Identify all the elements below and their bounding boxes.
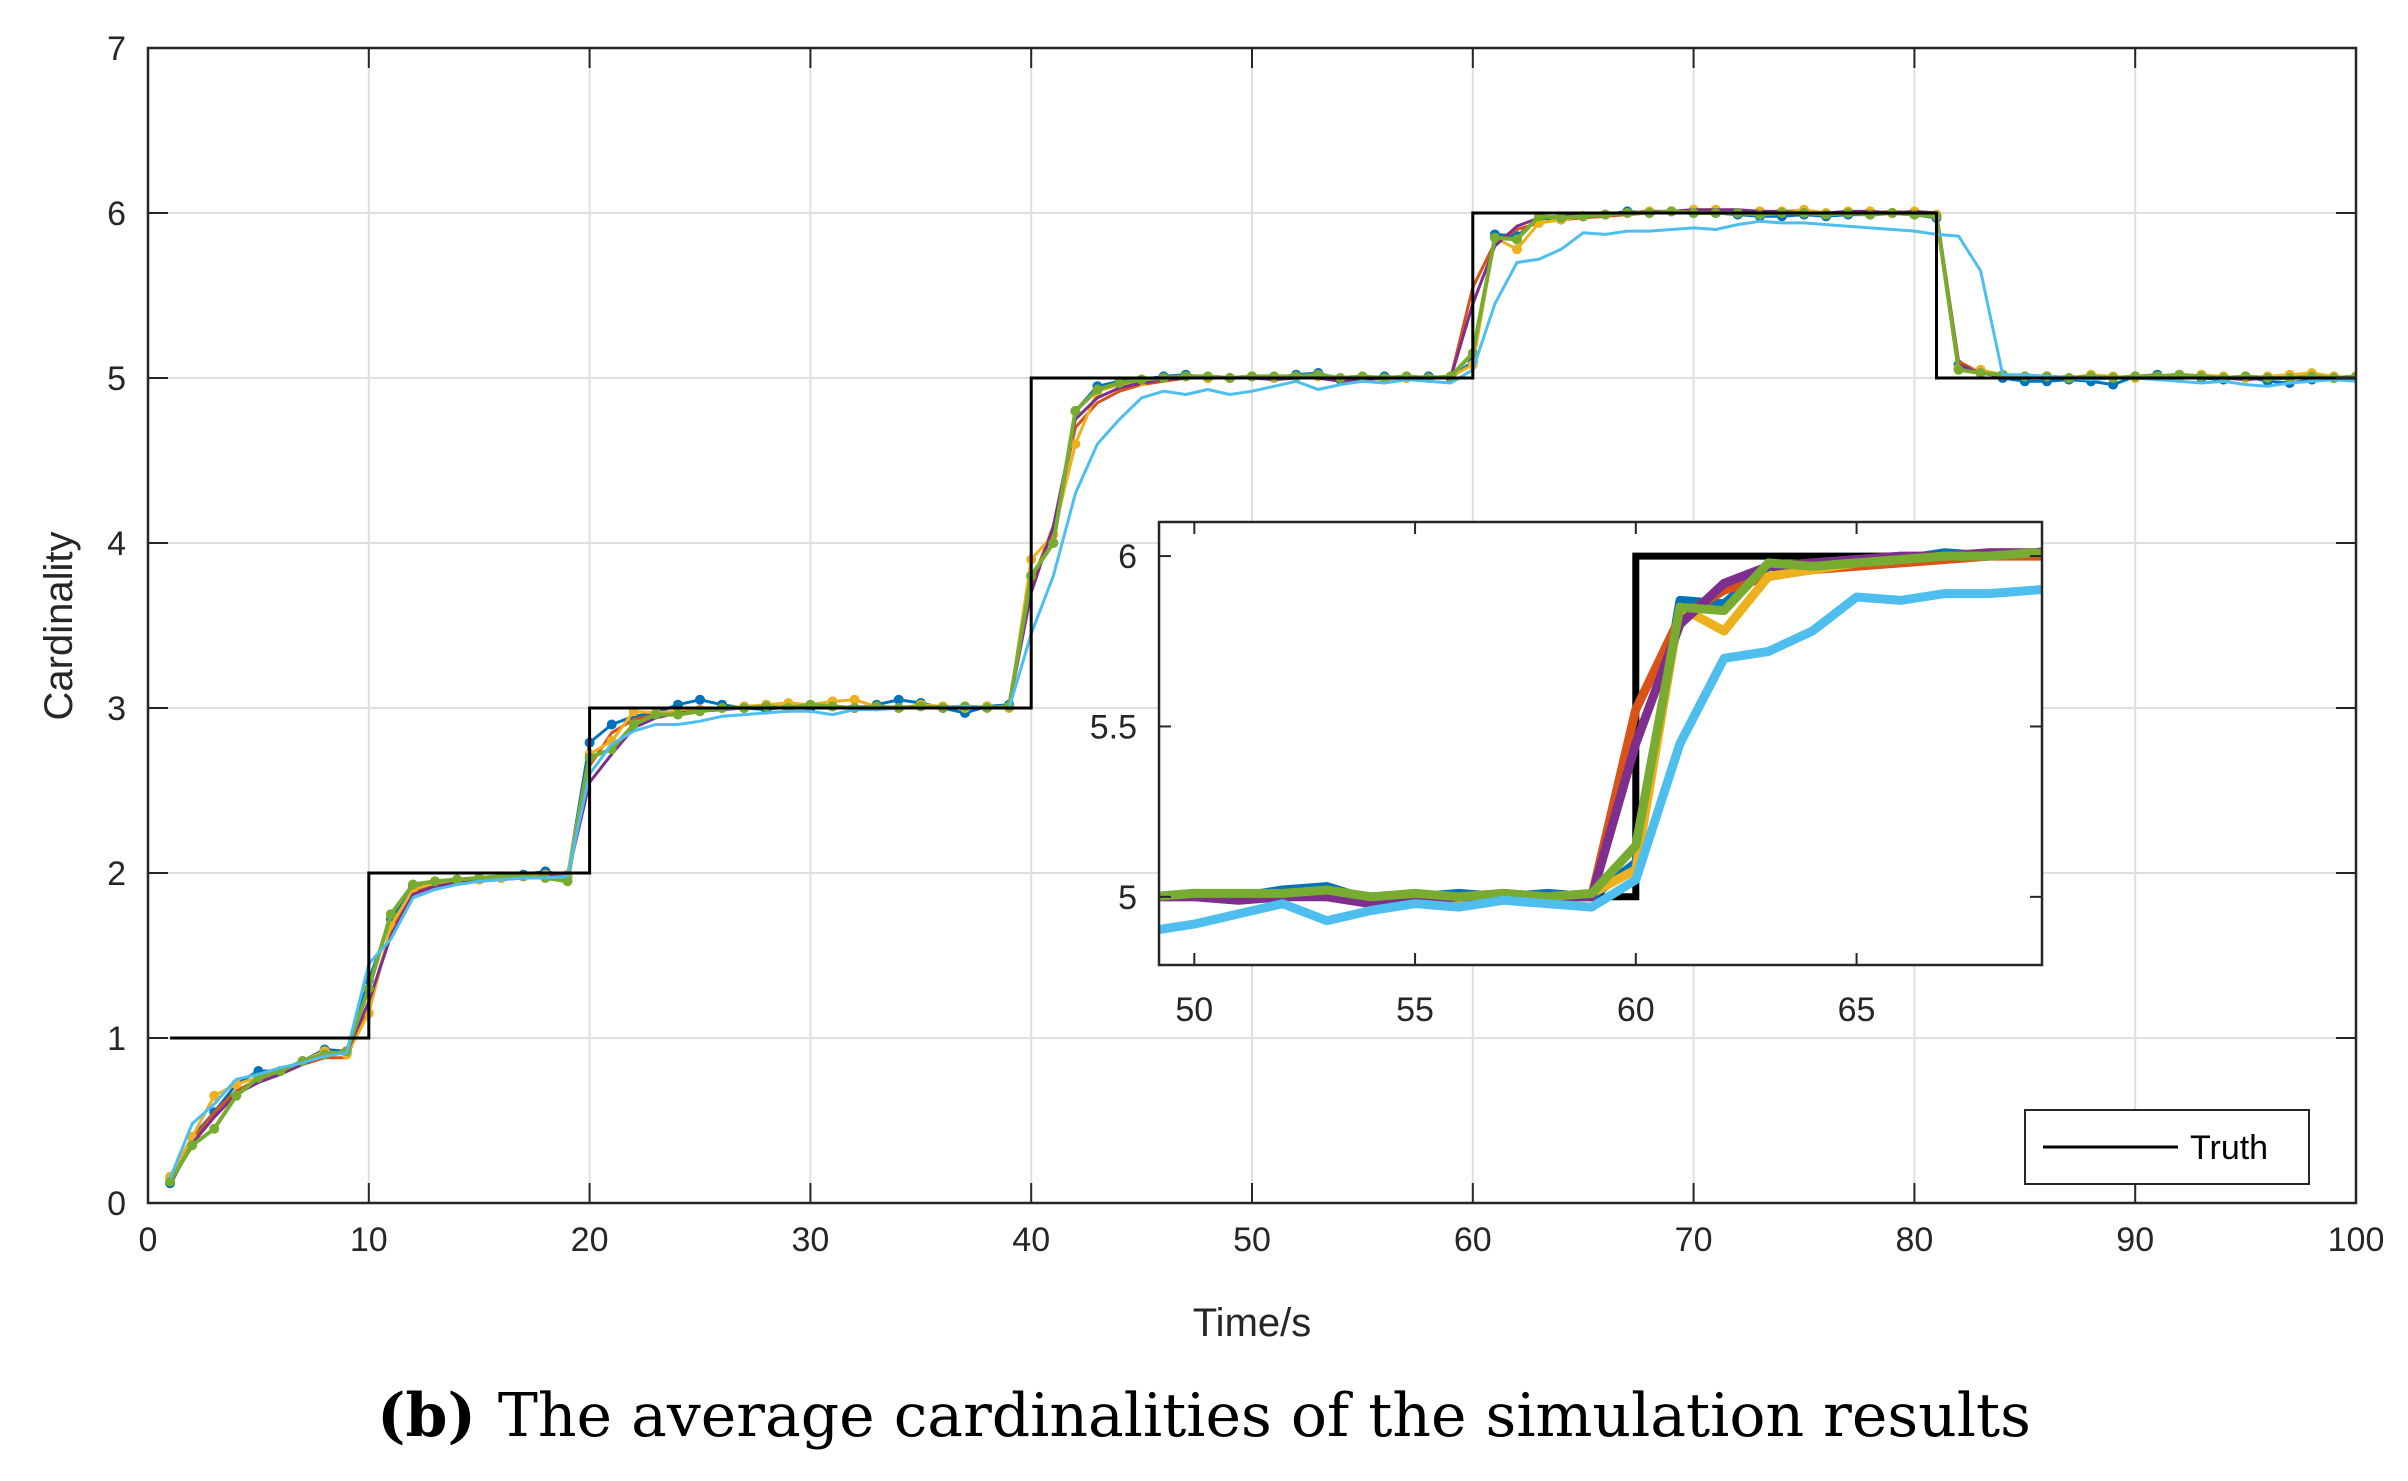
inset-series-5 [1159,548,2042,902]
x-tick-label: 70 [1675,1221,1713,1259]
series-marker [672,709,683,720]
series-marker [1070,406,1081,416]
inset-ticks [1159,522,2042,965]
series-marker [1070,439,1081,449]
x-tick-label: 20 [571,1221,609,1259]
series-marker [1180,371,1191,382]
series-6 [168,219,2356,1179]
inset-xtick-labels: 50 55 60 65 [1175,991,1875,1029]
series-marker [562,876,573,887]
inset-y-tick-label: 6 [1118,538,1137,576]
y-tick-label: 6 [107,195,126,233]
main-ytick-labels: 0 1 2 3 4 5 6 7 [107,30,126,1223]
series-marker [1114,377,1125,388]
series-marker [407,879,418,890]
series-marker [165,1176,176,1187]
series-marker [187,1140,198,1151]
series-marker [1865,209,1876,220]
series-marker [650,709,661,720]
series-marker [2240,371,2251,382]
series-marker [606,719,617,730]
y-tick-label: 3 [107,690,126,728]
series-marker [2196,371,2207,382]
inset-series-6 [1159,584,2042,935]
series-line [168,219,2356,1179]
series-marker [1821,209,1832,220]
y-tick-label: 7 [107,30,126,68]
legend: Truth [2024,1109,2310,1185]
inset-axes-box [1157,520,2044,967]
inset-x-tick-label: 55 [1396,991,1434,1029]
series-marker [1666,206,1677,217]
series-marker [1136,374,1147,385]
series-marker [1269,371,1280,382]
series-marker [1953,364,1964,375]
inset-ytick-labels: 55.56 [1090,538,1137,917]
x-axis-label: Time/s [1193,1301,1312,1345]
inset-x-tick-label: 50 [1175,991,1213,1029]
series-marker [452,874,463,885]
inset-chart: 50 55 60 65 55.56 [1090,520,2044,1029]
series-marker [209,1090,220,1101]
main-ticks [147,47,2357,1204]
main-xtick-labels: 0 10 20 30 40 50 60 70 80 90 100 [139,1221,2385,1259]
series-marker [827,701,838,712]
series-marker [1511,244,1522,255]
legend-truth-label: Truth [2190,1129,2268,1167]
series-marker [1511,234,1522,245]
series-marker [430,876,441,887]
series-marker [1092,384,1103,395]
x-tick-label: 40 [1012,1221,1050,1259]
x-tick-label: 90 [2116,1221,2154,1259]
caption-label: (b) [377,1381,476,1451]
series-marker [1048,538,1059,548]
x-tick-label: 100 [2328,1221,2385,1259]
series-marker [761,701,772,712]
series-marker [231,1090,242,1101]
caption-text: The average cardinalities of the simulat… [498,1381,2031,1451]
series-marker [1600,209,1611,220]
y-tick-label: 1 [107,1020,126,1058]
series-marker [385,909,396,920]
y-axis-label: Cardinality [37,532,81,721]
series-marker [1754,209,1765,220]
inset-x-tick-label: 65 [1838,991,1876,1029]
x-tick-label: 50 [1233,1221,1271,1259]
series-marker [2130,371,2141,382]
series-marker [1202,371,1213,382]
series-marker [1247,371,1257,382]
series-marker [1909,209,1920,220]
series-marker [695,694,705,705]
y-tick-label: 4 [107,525,126,563]
y-tick-label: 0 [107,1185,126,1223]
inset-series-group [1159,547,2042,935]
series-marker [849,694,860,705]
x-tick-label: 30 [791,1221,829,1259]
series-marker [893,694,904,705]
inset-y-tick-label: 5 [1118,879,1137,917]
inset-y-tick-label: 5.5 [1090,708,1137,746]
figure-caption: (b) The average cardinalities of the sim… [377,1381,2031,1451]
y-tick-label: 5 [107,360,126,398]
x-tick-label: 60 [1454,1221,1492,1259]
series-marker [1556,212,1567,223]
x-tick-label: 80 [1895,1221,1933,1259]
x-tick-label: 0 [139,1221,158,1259]
series-marker [915,701,926,712]
x-tick-label: 10 [350,1221,388,1259]
main-series-group [165,204,2356,1189]
y-tick-label: 2 [107,855,126,893]
inset-x-tick-label: 60 [1617,991,1655,1029]
truth-line [170,211,2356,1040]
series-marker [209,1123,220,1134]
series-marker [1975,368,1986,379]
series-marker [628,719,639,730]
series-marker [1489,232,1500,243]
